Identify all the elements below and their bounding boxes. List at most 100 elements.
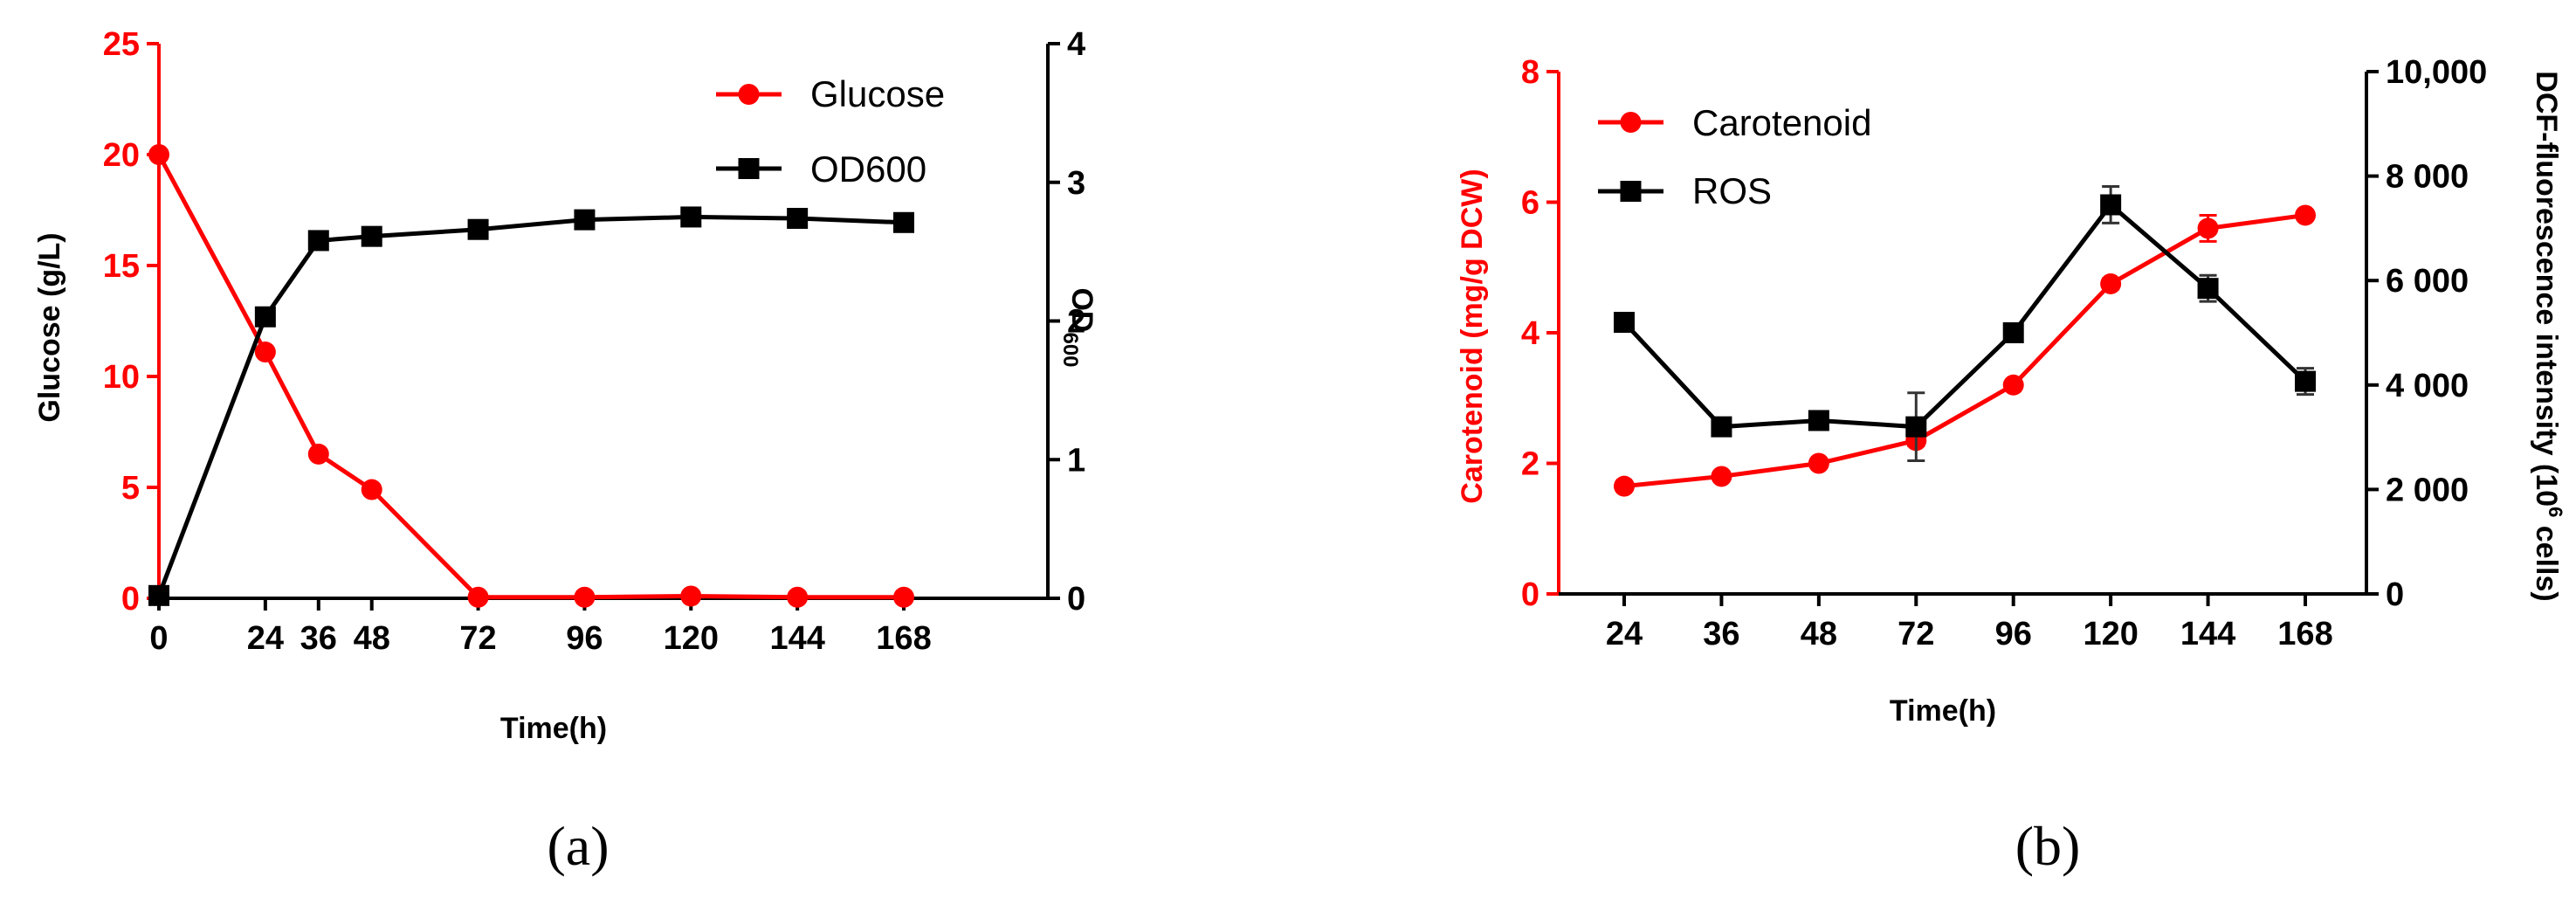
chart-a-x-tick-label: 120	[664, 620, 719, 657]
chart-a-x-tick-label: 36	[300, 620, 337, 657]
chart-b-right-axis-title-sup: 6	[2545, 507, 2566, 517]
chart-a-x-tick-label: 168	[876, 620, 931, 657]
chart-b-carotenoid-line	[1623, 212, 2306, 489]
chart-a-right-tick-label: 4	[1067, 26, 1085, 63]
chart-b-right-tick-label: 4 000	[2386, 368, 2469, 404]
chart-a-od600-point	[148, 584, 169, 606]
chart-b-ros-line	[1622, 201, 2307, 430]
chart-b-x-tick-label: 36	[1703, 616, 1739, 652]
chart-a-od600-point	[307, 230, 329, 252]
chart-a-x-tick-label: 48	[354, 620, 390, 657]
chart-a-left-axis-title: Glucose (g/L)	[33, 232, 66, 422]
chart-a-legend-od600-marker	[738, 158, 760, 179]
chart-a-glucose-point	[361, 479, 382, 500]
chart-a-right-axis-title: OD600	[1058, 287, 1099, 367]
chart-b-carotenoid-point	[1711, 466, 1732, 487]
chart-a: Glucose OD600 Time(h) Glucose (g/L) OD60…	[33, 26, 1099, 745]
chart-a-od600-point	[893, 211, 914, 233]
chart-b-left-tick-label: 6	[1521, 185, 1539, 222]
chart-a-od600-point	[254, 306, 276, 328]
chart-a-right-tick-label: 3	[1067, 165, 1085, 202]
chart-b-legend-carotenoid-label: Carotenoid	[1692, 102, 1871, 143]
chart-b-ros-point	[2100, 194, 2122, 216]
chart-a-right-tick-label: 2	[1067, 304, 1085, 341]
chart-a-left-tick-label: 20	[103, 137, 140, 174]
chart-b-carotenoid-point	[1614, 475, 1635, 497]
chart-b-ros-point	[1905, 416, 1927, 438]
chart-b-right-tick-label: 6 000	[2386, 263, 2469, 300]
chart-a-left-tick-label: 15	[103, 248, 140, 285]
chart-b-x-tick-label: 168	[2277, 616, 2332, 652]
chart-b-x-tick-label: 48	[1801, 616, 1837, 652]
chart-b-right-axis-title-end: cells)	[2530, 517, 2563, 601]
chart-a-glucose-point	[893, 586, 914, 608]
chart-a-x-tick-label: 72	[459, 620, 496, 657]
chart-b-carotenoid-point	[1808, 452, 1829, 474]
chart-b-carotenoid-point	[2002, 374, 2024, 396]
chart-b-legend-carotenoid-marker	[1620, 112, 1642, 133]
chart-b-left-tick-label: 8	[1521, 54, 1539, 91]
chart-a-od600-point	[467, 218, 489, 240]
chart-a-x-tick-label: 0	[149, 620, 168, 657]
chart-a-right-axis-title-sub: 600	[1058, 332, 1082, 367]
chart-b-left-tick-label: 0	[1521, 576, 1539, 613]
chart-a-x-tick-label: 144	[769, 620, 824, 657]
chart-a-left-tick-label: 5	[121, 470, 140, 507]
chart-b-carotenoid-point	[2295, 204, 2316, 226]
chart-b: Carotenoid ROS Time(h) Carotenoid (mg/g …	[1456, 54, 2566, 728]
chart-a-right-tick-label: 1	[1067, 442, 1085, 479]
chart-a-left-tick-label: 25	[103, 26, 140, 63]
chart-b-left-tick-label: 2	[1521, 446, 1539, 483]
chart-b-x-tick-label: 120	[2083, 616, 2138, 652]
chart-a-left-tick-label: 0	[121, 581, 140, 618]
chart-a-od600-point	[574, 209, 596, 231]
chart-a-glucose-point	[307, 443, 329, 465]
chart-b-x-axis-title: Time(h)	[1890, 694, 1996, 728]
chart-a-od600-line	[156, 214, 905, 597]
chart-a-right-tick-label: 0	[1067, 581, 1085, 618]
chart-a-glucose-point	[574, 586, 596, 608]
chart-a-legend-glucose-label: Glucose	[810, 73, 945, 114]
chart-b-ros-point	[1808, 410, 1829, 431]
chart-b-carotenoid-point	[2197, 217, 2219, 239]
chart-a-right-axis-title-main: OD	[1065, 287, 1099, 332]
chart-a-glucose-point	[254, 342, 276, 363]
chart-a-glucose-point	[467, 586, 489, 608]
chart-a-od600-point	[680, 206, 702, 228]
chart-b-left-tick-label: 4	[1521, 315, 1539, 352]
chart-a-od600-point	[787, 208, 809, 230]
chart-b-right-tick-label: 10,000	[2386, 54, 2487, 91]
chart-a-legend-glucose-marker	[738, 84, 760, 105]
chart-a-glucose-point	[680, 585, 702, 607]
chart-b-ros-point	[1711, 416, 1732, 438]
chart-b-ros-point	[2295, 370, 2316, 392]
panel-label-a: (a)	[547, 815, 609, 877]
panel-label-b: (b)	[2015, 815, 2081, 877]
chart-b-x-tick-label: 96	[1995, 616, 2032, 652]
chart-a-x-axis-title: Time(h)	[500, 712, 607, 745]
chart-b-x-tick-label: 144	[2180, 616, 2235, 652]
chart-a-glucose-point	[787, 586, 809, 608]
chart-b-right-axis-title-main: DCF-fluorescence intensity (10	[2530, 71, 2563, 507]
chart-b-left-axis-title: Carotenoid (mg/g DCW)	[1456, 169, 1489, 503]
chart-b-ros-point	[1614, 312, 1635, 334]
chart-b-right-tick-label: 0	[2386, 576, 2404, 613]
chart-b-right-tick-label: 8 000	[2386, 159, 2469, 196]
chart-b-right-tick-label: 2 000	[2386, 472, 2469, 508]
chart-a-x-tick-label: 96	[566, 620, 603, 657]
chart-a-legend-od600-label: OD600	[810, 148, 926, 190]
chart-a-glucose-point	[148, 144, 169, 165]
chart-b-ros-point	[2002, 322, 2024, 343]
chart-a-od600-point	[361, 225, 382, 247]
chart-b-legend-ros-marker	[1620, 181, 1642, 202]
chart-a-left-tick-label: 10	[103, 359, 140, 396]
chart-b-ros-point	[2197, 278, 2219, 300]
chart-b-right-axis-title: DCF-fluorescence intensity (106 cells)	[2530, 71, 2566, 601]
chart-a-x-tick-label: 24	[247, 620, 284, 657]
chart-b-x-tick-label: 72	[1898, 616, 1934, 652]
chart-b-x-tick-label: 24	[1606, 616, 1643, 652]
chart-b-carotenoid-point	[2100, 273, 2122, 294]
chart-b-legend-ros-label: ROS	[1692, 170, 1772, 211]
